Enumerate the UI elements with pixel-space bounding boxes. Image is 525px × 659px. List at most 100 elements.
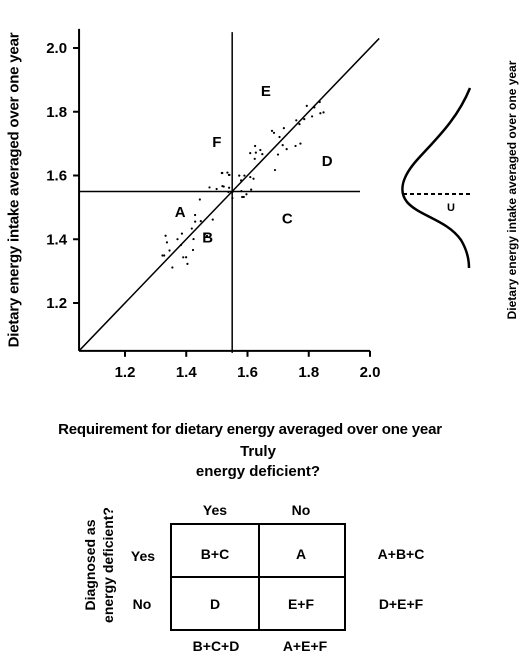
matrix-row-title: Diagnosed as energy deficient?: [81, 507, 117, 623]
axes: [73, 28, 371, 357]
x-tick-label: 2.0: [360, 364, 381, 381]
scatter-point: [303, 118, 306, 121]
scatter-points: [161, 100, 325, 269]
intake-distribution-curve: U: [401, 87, 472, 269]
scatter-point: [253, 157, 256, 160]
region-labels: AB C D E F: [175, 83, 333, 247]
x-tick-label: 1.6: [237, 364, 258, 381]
scatter-point: [319, 112, 322, 115]
scatter-point: [250, 188, 253, 191]
scatter-point: [245, 193, 248, 196]
x-tick-label: 1.2: [115, 364, 136, 381]
row-total-no: D+E+F: [378, 596, 424, 612]
matrix-divider-horizontal: [170, 576, 346, 578]
scatter-point: [193, 213, 197, 217]
x-tick-label: 1.8: [298, 364, 319, 381]
distribution-marker-label: U: [447, 202, 455, 214]
scatter-point: [278, 135, 281, 139]
main-scatter-plot: 1.2 1.4 1.6 1.8 2.0 1.2 1.4 1.6 1.8 2.0 AB C D E F: [46, 28, 380, 381]
scatter-point: [254, 144, 257, 148]
scatter-point: [171, 266, 174, 269]
scatter-point: [298, 123, 301, 126]
scatter-point: [190, 227, 193, 230]
scatter-point: [249, 152, 252, 155]
matrix-title-line2: energy deficient?: [195, 463, 321, 480]
side-y-axis-label: Dietary energy intake averaged over one …: [505, 60, 519, 320]
scatter-point: [203, 232, 207, 236]
scatter-point: [165, 241, 169, 244]
row-total-yes: A+B+C: [377, 546, 425, 562]
identity-line: [78, 37, 380, 352]
scatter-point: [285, 147, 288, 151]
region-label-c: C: [282, 210, 293, 227]
scatter-point: [182, 256, 185, 259]
cell-no-yes: D: [209, 596, 221, 612]
scatter-point: [215, 187, 218, 191]
scatter-point: [273, 168, 277, 172]
scatter-point: [259, 148, 262, 152]
scatter-point: [198, 198, 201, 201]
scatter-point: [186, 262, 189, 266]
scatter-point: [261, 153, 264, 156]
y-tick-label: 1.4: [46, 231, 68, 248]
cell-yes-no: A: [295, 546, 307, 562]
region-label-a: A: [175, 204, 186, 221]
x-axis-label: Requirement for dietary energy averaged …: [58, 421, 442, 438]
y-axis-label: Dietary energy intake averaged over one …: [5, 32, 23, 348]
scatter-point: [242, 195, 245, 199]
column-total-no: A+E+F: [282, 638, 328, 654]
scatter-point: [208, 186, 211, 189]
scatter-point: [199, 220, 202, 223]
scatter-point: [281, 144, 284, 147]
scatter-point: [238, 174, 241, 177]
scatter-point: [322, 111, 325, 114]
scatter-point: [243, 174, 246, 177]
scatter-point: [276, 153, 280, 156]
scatter-point: [205, 234, 209, 238]
scatter-point: [228, 186, 231, 189]
tick-labels: 1.2 1.4 1.6 1.8 2.0 1.2 1.4 1.6 1.8 2.0: [46, 40, 380, 381]
scatter-point: [295, 119, 298, 122]
scatter-point: [282, 127, 285, 130]
column-total-yes: B+C+D: [192, 638, 240, 654]
scatter-point: [185, 256, 188, 259]
scatter-point: [176, 238, 179, 241]
region-label-f: F: [212, 134, 221, 151]
scatter-point: [249, 175, 252, 179]
scatter-point: [194, 220, 197, 223]
y-tick-label: 1.2: [46, 295, 67, 312]
y-tick-label: 1.6: [46, 168, 67, 185]
row-header-no: No: [132, 596, 152, 612]
column-header-no: No: [291, 502, 311, 518]
scatter-point: [222, 185, 225, 188]
scatter-point: [220, 171, 223, 175]
matrix-ylabel-line2: energy deficient?: [100, 507, 116, 623]
cell-yes-yes: B+C: [200, 546, 230, 562]
distribution-curve: [401, 87, 472, 269]
scatter-point: [241, 195, 244, 199]
scatter-point: [299, 142, 302, 145]
scatter-point: [164, 234, 167, 237]
scatter-point: [270, 129, 274, 132]
scatter-point: [227, 173, 231, 177]
reference-lines: [78, 32, 380, 353]
scatter-point: [226, 171, 229, 174]
matrix-title-line1: Truly: [240, 443, 276, 460]
cell-no-no: E+F: [287, 596, 315, 612]
matrix-column-title: Truly energy deficient?: [158, 442, 358, 482]
scatter-point: [294, 144, 297, 148]
y-tick-label: 1.8: [46, 104, 67, 121]
scatter-point: [161, 254, 164, 257]
scatter-point: [163, 254, 166, 257]
scatter-point: [211, 218, 214, 221]
scatter-point: [305, 104, 308, 107]
scatter-point: [254, 151, 257, 154]
scatter-point: [272, 131, 276, 134]
scatter-point: [310, 115, 314, 118]
scatter-point: [192, 237, 195, 241]
region-label-d: D: [322, 153, 333, 170]
column-header-yes: Yes: [202, 502, 228, 518]
matrix-ylabel-line1: Diagnosed as: [82, 519, 98, 611]
region-label-b: B: [202, 229, 213, 246]
scatter-point: [252, 177, 255, 180]
